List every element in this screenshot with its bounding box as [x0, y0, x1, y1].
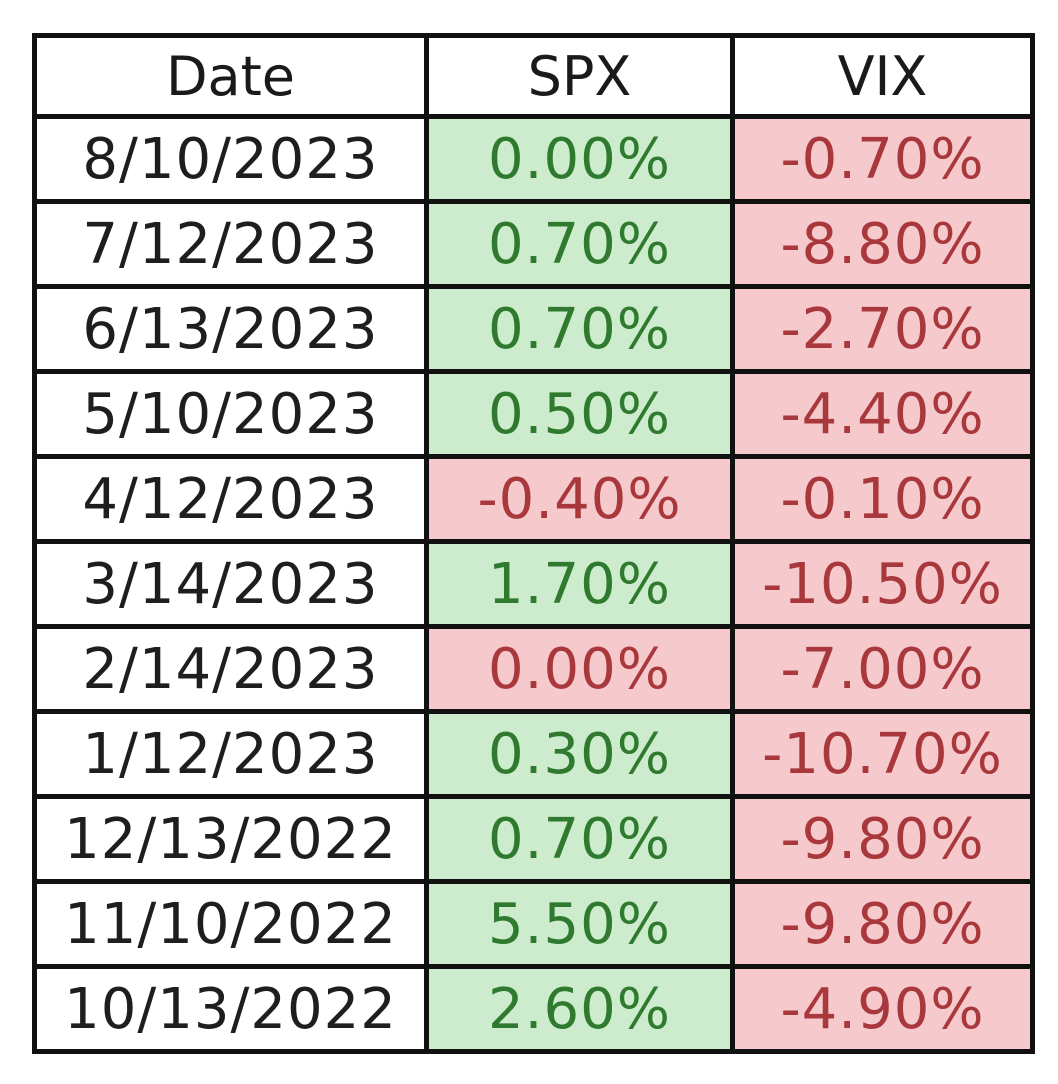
date-cell: 6/13/2023	[32, 284, 429, 374]
vix-cell: -10.70%	[730, 709, 1035, 799]
spx-cell: 0.70%	[424, 794, 735, 884]
date-cell: 4/12/2023	[32, 454, 429, 544]
data-table-container: Date SPX VIX 8/10/2023 0.00% -0.70% 7/12/20…	[32, 33, 1035, 1054]
date-cell: 2/14/2023	[32, 624, 429, 714]
spx-cell: 0.30%	[424, 709, 735, 799]
table-row: 1/12/2023 0.30% -10.70%	[32, 709, 1035, 799]
table-row: 10/13/2022 2.60% -4.90%	[32, 964, 1035, 1054]
date-cell: 5/10/2023	[32, 369, 429, 459]
header-vix: VIX	[730, 33, 1035, 119]
spx-cell: 0.70%	[424, 199, 735, 289]
vix-cell: -4.90%	[730, 964, 1035, 1054]
date-cell: 3/14/2023	[32, 539, 429, 629]
spx-vix-table: Date SPX VIX 8/10/2023 0.00% -0.70% 7/12/20…	[32, 33, 1035, 1054]
spx-cell: 1.70%	[424, 539, 735, 629]
table-row: 11/10/2022 5.50% -9.80%	[32, 879, 1035, 969]
date-cell: 7/12/2023	[32, 199, 429, 289]
date-cell: 1/12/2023	[32, 709, 429, 799]
spx-cell: 0.00%	[424, 114, 735, 204]
spx-cell: 2.60%	[424, 964, 735, 1054]
table-row: 7/12/2023 0.70% -8.80%	[32, 199, 1035, 289]
date-cell: 12/13/2022	[32, 794, 429, 884]
table-row: 6/13/2023 0.70% -2.70%	[32, 284, 1035, 374]
spx-cell: 0.50%	[424, 369, 735, 459]
header-date: Date	[32, 33, 429, 119]
vix-cell: -0.10%	[730, 454, 1035, 544]
table-row: 5/10/2023 0.50% -4.40%	[32, 369, 1035, 459]
vix-cell: -9.80%	[730, 794, 1035, 884]
vix-cell: -10.50%	[730, 539, 1035, 629]
table-row: 3/14/2023 1.70% -10.50%	[32, 539, 1035, 629]
table-body: 8/10/2023 0.00% -0.70% 7/12/2023 0.70% -8.80%…	[32, 114, 1035, 1054]
vix-cell: -9.80%	[730, 879, 1035, 969]
vix-cell: -4.40%	[730, 369, 1035, 459]
spx-cell: 5.50%	[424, 879, 735, 969]
table-row: 12/13/2022 0.70% -9.80%	[32, 794, 1035, 884]
date-cell: 11/10/2022	[32, 879, 429, 969]
header-row: Date SPX VIX	[32, 33, 1035, 119]
spx-cell: 0.00%	[424, 624, 735, 714]
spx-cell: 0.70%	[424, 284, 735, 374]
header-spx: SPX	[424, 33, 735, 119]
vix-cell: -7.00%	[730, 624, 1035, 714]
table-row: 4/12/2023 -0.40% -0.10%	[32, 454, 1035, 544]
table-header: Date SPX VIX	[32, 33, 1035, 119]
vix-cell: -2.70%	[730, 284, 1035, 374]
date-cell: 10/13/2022	[32, 964, 429, 1054]
table-row: 2/14/2023 0.00% -7.00%	[32, 624, 1035, 714]
vix-cell: -0.70%	[730, 114, 1035, 204]
date-cell: 8/10/2023	[32, 114, 429, 204]
spx-cell: -0.40%	[424, 454, 735, 544]
vix-cell: -8.80%	[730, 199, 1035, 289]
table-row: 8/10/2023 0.00% -0.70%	[32, 114, 1035, 204]
